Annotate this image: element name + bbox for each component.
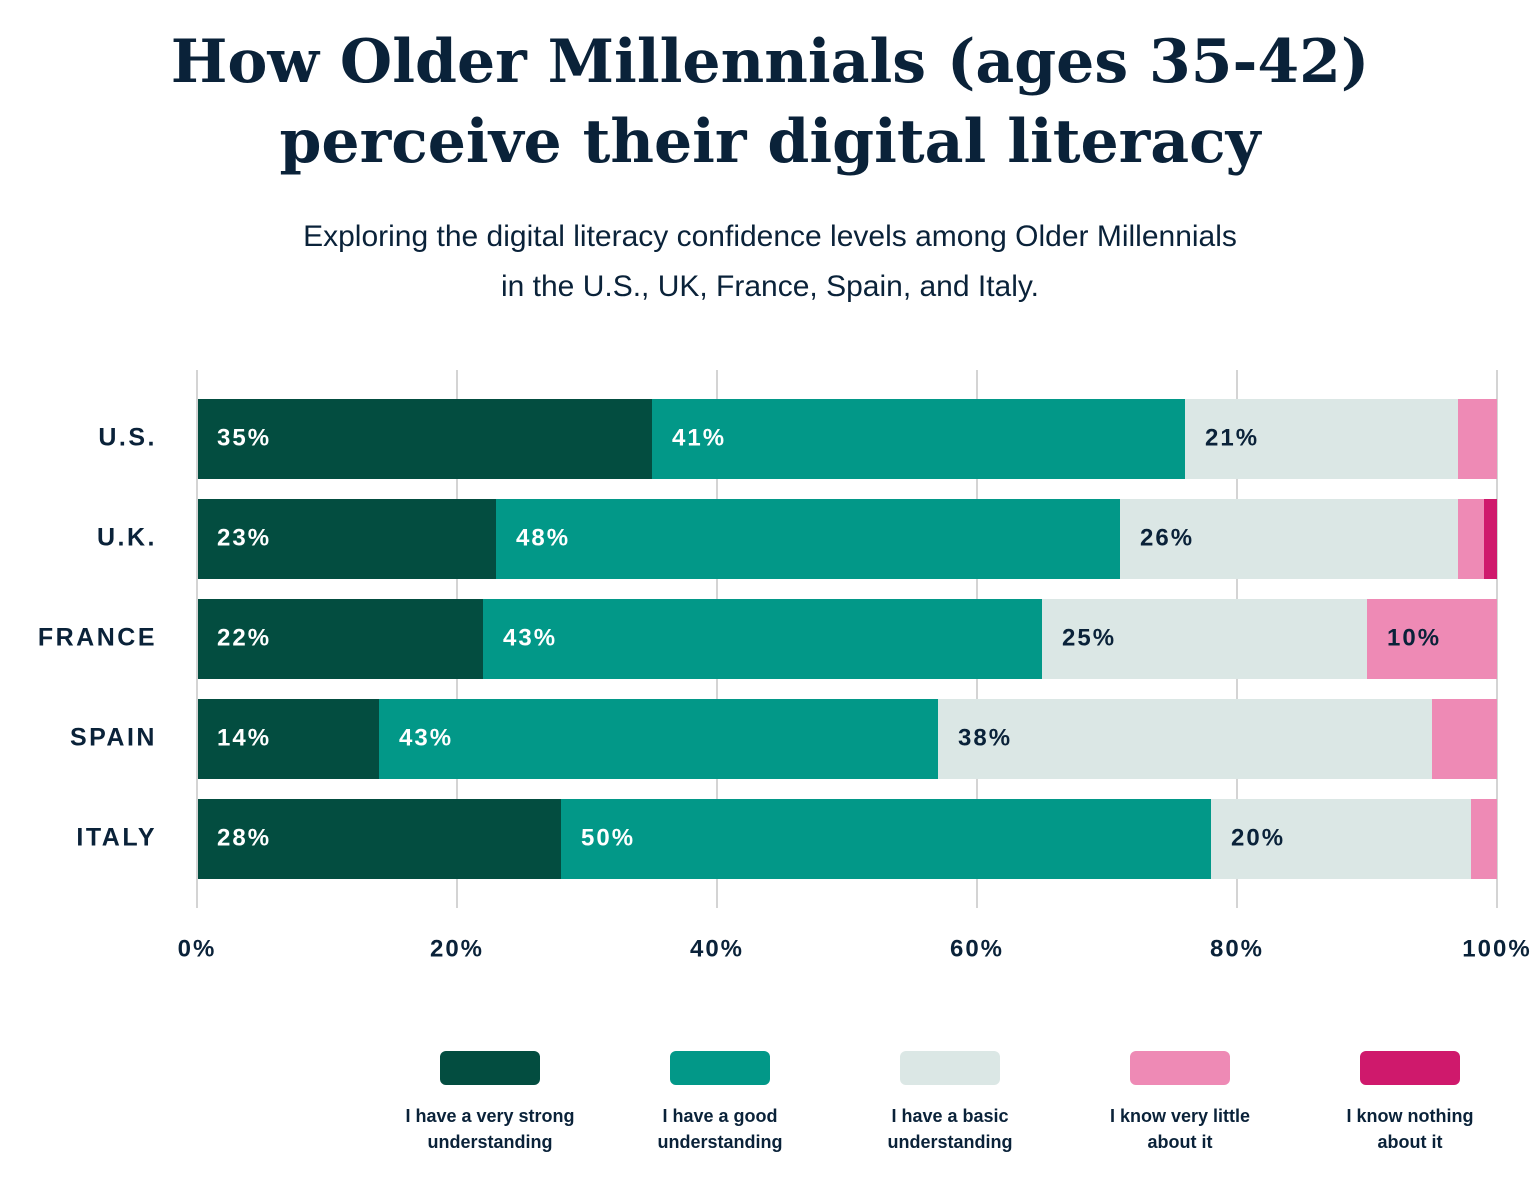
bar-segment [1471, 799, 1497, 879]
y-tick-label: FRANCE [38, 624, 157, 652]
bar-segment [1432, 699, 1497, 779]
x-tick-label: 60% [950, 935, 1004, 962]
value-label: 50% [581, 824, 635, 851]
bar-segment [1458, 499, 1484, 579]
value-label: 26% [1140, 524, 1194, 551]
value-label: 43% [399, 724, 453, 751]
bar-segment [938, 699, 1432, 779]
bar-segment [561, 799, 1211, 879]
value-label: 38% [958, 724, 1012, 751]
x-tick-label: 40% [690, 935, 744, 962]
legend-label: I have a very strong understanding [405, 1106, 575, 1152]
bar-segment [197, 399, 652, 479]
y-tick-label: ITALY [76, 824, 157, 852]
value-label: 10% [1387, 624, 1441, 651]
bar-segment [1120, 499, 1458, 579]
legend-item: I have a good understanding [610, 1051, 830, 1155]
legend-label: I know very little about it [1109, 1106, 1251, 1152]
legend-swatch [1360, 1051, 1460, 1085]
y-tick-label: SPAIN [70, 724, 157, 752]
chart-subtitle: Exploring the digital literacy confidenc… [303, 220, 1237, 303]
value-label: 41% [672, 424, 726, 451]
bar-segment [197, 799, 561, 879]
legend-item: I have a basic understanding [840, 1051, 1060, 1155]
y-tick-label: U.S. [98, 424, 157, 452]
bar-segment [483, 599, 1042, 679]
value-label: 43% [503, 624, 557, 651]
legend-label: I have a basic understanding [887, 1106, 1013, 1152]
legend-item: I know nothing about it [1300, 1051, 1520, 1155]
chart-title: How Older Millennials (ages 35-42) perce… [170, 27, 1370, 177]
value-label: 25% [1062, 624, 1116, 651]
bar-segment [197, 699, 379, 779]
bar-segment [1367, 599, 1497, 679]
value-label: 21% [1205, 424, 1259, 451]
bar-segment [1211, 799, 1471, 879]
bar-segment [1042, 599, 1367, 679]
chart: 0% 20% 40% 60% 80% 100% U.S. 35% 41% 21% U.K. 23% 48… [38, 370, 1531, 962]
bar-segment [1458, 399, 1497, 479]
bar-segment [652, 399, 1185, 479]
bar-segment [496, 499, 1120, 579]
legend-label: I have a good understanding [657, 1106, 783, 1152]
legend-swatch [440, 1051, 540, 1085]
x-tick-label: 0% [178, 935, 217, 962]
legend-item: I have a very strong understanding [380, 1051, 600, 1155]
legend-label: I know nothing about it [1346, 1106, 1474, 1152]
bar-segment [379, 699, 938, 779]
x-tick-label: 20% [430, 935, 484, 962]
bar-segment [1185, 399, 1458, 479]
legend-swatch [1130, 1051, 1230, 1085]
legend-item: I know very little about it [1070, 1051, 1290, 1155]
legend-swatch [900, 1051, 1000, 1085]
value-label: 35% [217, 424, 271, 451]
y-tick-label: U.K. [97, 524, 157, 552]
value-label: 28% [217, 824, 271, 851]
value-label: 14% [217, 724, 271, 751]
value-label: 20% [1231, 824, 1285, 851]
bar-segment [197, 599, 483, 679]
bar-segment [1484, 499, 1497, 579]
x-tick-label: 80% [1210, 935, 1264, 962]
bar-segment [197, 499, 496, 579]
value-label: 23% [217, 524, 271, 551]
value-label: 48% [516, 524, 570, 551]
legend-swatch [670, 1051, 770, 1085]
value-label: 22% [217, 624, 271, 651]
x-tick-label: 100% [1462, 935, 1531, 962]
